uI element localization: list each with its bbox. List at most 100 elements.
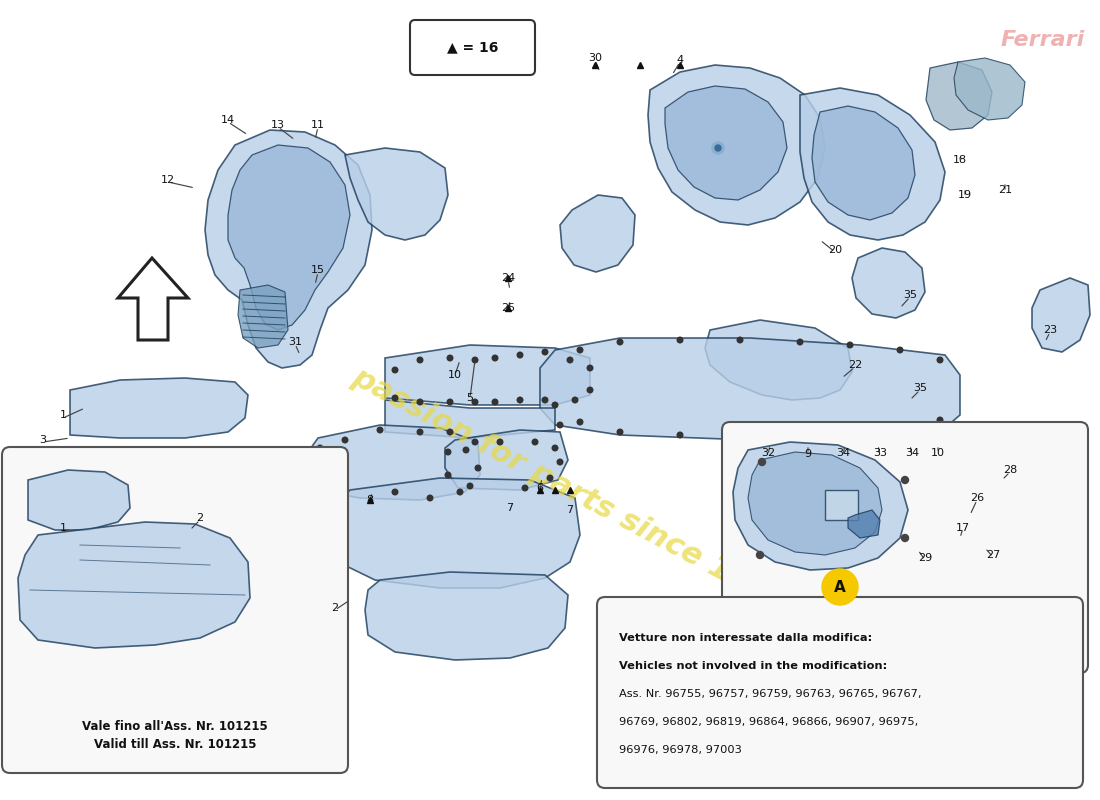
Polygon shape [28,470,130,530]
FancyBboxPatch shape [597,597,1084,788]
Circle shape [377,427,383,433]
Circle shape [898,347,903,353]
Polygon shape [825,490,858,520]
FancyBboxPatch shape [2,447,348,773]
Text: 23: 23 [1043,325,1057,335]
Polygon shape [812,106,915,220]
Text: 14: 14 [221,115,235,125]
Circle shape [617,339,623,345]
Polygon shape [560,195,635,272]
Circle shape [317,445,322,451]
Circle shape [393,367,398,373]
Polygon shape [800,88,945,240]
FancyBboxPatch shape [722,422,1088,673]
Polygon shape [446,430,568,490]
Circle shape [417,399,422,405]
Polygon shape [540,338,960,440]
Circle shape [552,445,558,451]
Circle shape [448,399,453,405]
Polygon shape [926,62,992,130]
Circle shape [342,437,348,443]
Circle shape [448,429,453,435]
Circle shape [568,357,573,363]
Text: 11: 11 [311,120,324,130]
Text: 10: 10 [931,448,945,458]
Circle shape [492,355,498,361]
Circle shape [522,485,528,490]
Polygon shape [305,425,480,500]
Text: 35: 35 [903,290,917,300]
Polygon shape [748,452,882,555]
Circle shape [678,338,683,342]
Text: 10: 10 [448,370,462,380]
Text: 15: 15 [311,265,324,275]
Circle shape [617,429,623,435]
Circle shape [937,357,943,363]
Circle shape [542,349,548,355]
Text: 22: 22 [848,360,862,370]
Polygon shape [345,148,448,240]
Text: 3: 3 [40,435,46,445]
Polygon shape [733,442,908,570]
Circle shape [737,338,742,342]
Polygon shape [238,285,288,348]
Circle shape [446,450,451,454]
Text: A: A [834,579,846,594]
Circle shape [427,495,432,501]
Circle shape [542,397,548,403]
Circle shape [497,439,503,445]
Polygon shape [852,248,925,318]
Circle shape [312,467,318,473]
Polygon shape [330,478,580,588]
Text: 21: 21 [998,185,1012,195]
Circle shape [759,458,766,466]
Polygon shape [365,572,568,660]
Text: 20: 20 [828,245,843,255]
Text: 13: 13 [271,120,285,130]
Circle shape [902,534,909,542]
Circle shape [547,475,553,481]
Text: 17: 17 [956,523,970,533]
Polygon shape [1032,278,1090,352]
Text: 33: 33 [873,448,887,458]
Text: 34: 34 [905,448,920,458]
Text: 2: 2 [197,513,204,523]
Polygon shape [705,320,852,400]
Text: 9: 9 [804,449,812,459]
Polygon shape [648,65,825,225]
Circle shape [417,429,422,435]
Text: 32: 32 [761,448,776,458]
Circle shape [558,459,563,465]
Text: 24: 24 [500,273,515,283]
Polygon shape [118,258,188,340]
Text: 18: 18 [953,155,967,165]
Text: 12: 12 [161,175,175,185]
Text: 1: 1 [59,523,66,533]
Circle shape [587,387,593,393]
Circle shape [847,429,852,435]
Text: 96976, 96978, 97003: 96976, 96978, 97003 [619,745,741,755]
Circle shape [572,397,578,403]
Circle shape [678,432,683,438]
Text: 25: 25 [500,303,515,313]
Circle shape [937,418,943,422]
Polygon shape [848,510,880,538]
Polygon shape [70,378,248,438]
Circle shape [847,342,852,348]
Circle shape [712,142,724,154]
Text: 26: 26 [970,493,985,503]
Polygon shape [205,130,372,368]
Text: Vetture non interessate dalla modifica:: Vetture non interessate dalla modifica: [619,633,872,643]
Text: 4: 4 [676,55,683,65]
Text: 27: 27 [986,550,1000,560]
Text: Ass. Nr. 96755, 96757, 96759, 96763, 96765, 96767,: Ass. Nr. 96755, 96757, 96759, 96763, 967… [619,689,922,699]
Text: Ferrari: Ferrari [1001,30,1085,50]
Text: 6: 6 [537,483,543,493]
Circle shape [475,465,481,470]
Circle shape [472,357,477,363]
Polygon shape [385,400,556,438]
Circle shape [492,399,498,405]
Text: 19: 19 [958,190,972,200]
Circle shape [587,365,593,371]
Circle shape [472,399,477,405]
